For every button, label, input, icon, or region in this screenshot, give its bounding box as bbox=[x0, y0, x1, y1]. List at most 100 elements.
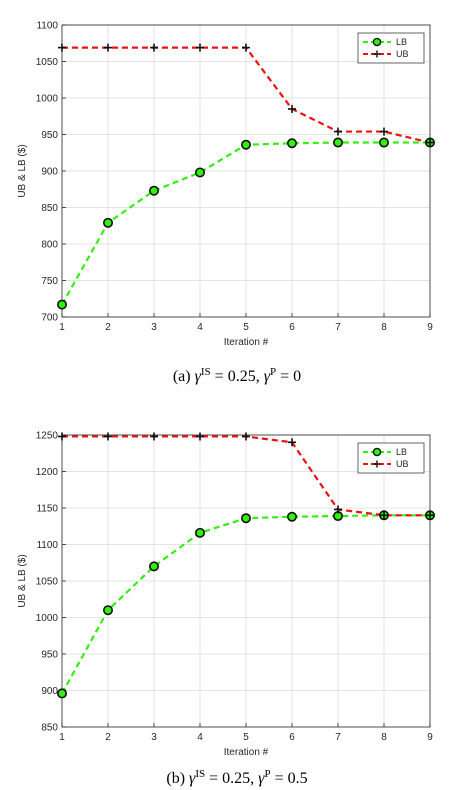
legend-label-lb: LB bbox=[396, 37, 407, 47]
caption-gamma-2: γ bbox=[264, 368, 271, 385]
caption-middle: = 0.25, bbox=[211, 368, 264, 385]
y-tick-label: 850 bbox=[41, 203, 58, 214]
caption-suffix: = 0.5 bbox=[271, 770, 308, 787]
x-tick-label: 3 bbox=[151, 322, 157, 333]
y-tick-label: 750 bbox=[41, 276, 58, 287]
legend-marker-lb bbox=[372, 447, 382, 457]
y-tick-label: 900 bbox=[41, 167, 58, 178]
y-tick-label: 1050 bbox=[36, 577, 59, 588]
data-point-lb bbox=[195, 527, 206, 538]
data-point-lb bbox=[241, 139, 252, 150]
data-point-ub bbox=[426, 511, 434, 520]
data-point-ub bbox=[380, 127, 388, 136]
data-point-ub bbox=[288, 438, 296, 447]
caption-superscript-p: P bbox=[264, 768, 270, 780]
y-tick-label: 850 bbox=[41, 723, 58, 734]
y-tick-label: 1000 bbox=[36, 94, 59, 105]
chart-panel-a: 700 750 800 850 900 950 1000 1050 1100 1 2 3 4 5 6 7 8 9 I… bbox=[17, 21, 435, 385]
caption-superscript-is: IS bbox=[201, 366, 211, 378]
data-point-lb bbox=[103, 217, 114, 228]
data-point-ub bbox=[58, 43, 66, 52]
y-axis-label: UB & LB ($) bbox=[17, 144, 28, 197]
data-point-ub bbox=[426, 138, 434, 147]
caption-gamma-2: γ bbox=[258, 770, 265, 787]
data-point-ub bbox=[104, 432, 112, 441]
legend-label-ub: UB bbox=[396, 49, 409, 59]
data-point-lb bbox=[149, 185, 160, 196]
y-tick-label: 1100 bbox=[36, 21, 58, 32]
y-tick-label: 900 bbox=[41, 686, 58, 697]
y-tick-label: 800 bbox=[41, 240, 58, 251]
data-point-ub bbox=[150, 432, 158, 441]
y-tick-label: 1150 bbox=[36, 504, 58, 515]
data-point-ub bbox=[58, 432, 66, 441]
data-point-lb bbox=[286, 511, 297, 522]
caption-middle: = 0.25, bbox=[205, 770, 258, 787]
data-point-ub bbox=[242, 43, 250, 52]
legend-box bbox=[357, 32, 425, 64]
caption-gamma-1: γ bbox=[195, 368, 202, 385]
x-tick-label: 2 bbox=[105, 732, 111, 743]
data-point-ub bbox=[334, 127, 342, 136]
data-point-ub bbox=[104, 43, 112, 52]
caption-prefix: (b) bbox=[166, 770, 189, 787]
x-tick-label: 7 bbox=[335, 322, 341, 333]
x-tick-label: 9 bbox=[427, 322, 433, 333]
x-tick-label: 6 bbox=[289, 732, 295, 743]
data-point-lb bbox=[241, 513, 252, 524]
figure-caption: (a) γIS = 0.25, γP = 0 bbox=[173, 366, 301, 385]
data-point-lb bbox=[195, 167, 206, 178]
x-axis-label: Iteration # bbox=[224, 747, 269, 758]
y-tick-label: 1200 bbox=[36, 467, 59, 478]
x-tick-label: 4 bbox=[197, 322, 203, 333]
data-point-ub bbox=[196, 432, 204, 441]
data-point-lb bbox=[332, 137, 343, 148]
y-tick-label: 700 bbox=[41, 313, 58, 324]
legend-label-ub: UB bbox=[396, 459, 409, 469]
data-point-ub bbox=[334, 505, 342, 514]
y-axis-label: UB & LB ($) bbox=[17, 554, 28, 607]
y-tick-label: 1000 bbox=[36, 613, 59, 624]
caption-superscript-p: P bbox=[270, 366, 276, 378]
x-tick-label: 5 bbox=[243, 322, 249, 333]
caption-gamma-1: γ bbox=[189, 770, 196, 787]
y-tick-label: 1050 bbox=[36, 57, 59, 68]
chart-panel-b: 850 900 950 1000 1050 1100 1150 1200 1250 1 2 3 4 5 6 7… bbox=[17, 431, 435, 787]
x-tick-label: 2 bbox=[105, 322, 111, 333]
x-tick-label: 1 bbox=[59, 322, 65, 333]
x-tick-label: 1 bbox=[59, 732, 65, 743]
data-point-ub bbox=[196, 43, 204, 52]
legend-marker-lb bbox=[372, 37, 382, 47]
x-tick-label: 4 bbox=[197, 732, 203, 743]
data-point-lb bbox=[56, 688, 67, 699]
y-tick-label: 950 bbox=[41, 130, 58, 141]
x-tick-label: 6 bbox=[289, 322, 295, 333]
legend-label-lb: LB bbox=[396, 447, 407, 457]
x-tick-label: 3 bbox=[151, 732, 157, 743]
y-tick-label: 1250 bbox=[36, 431, 59, 442]
data-point-lb bbox=[56, 299, 67, 310]
x-tick-label: 9 bbox=[427, 732, 433, 743]
x-axis-label: Iteration # bbox=[224, 337, 269, 348]
data-point-lb bbox=[149, 561, 160, 572]
caption-prefix: (a) bbox=[173, 368, 195, 385]
caption-suffix: = 0 bbox=[276, 368, 301, 385]
data-point-ub bbox=[288, 104, 296, 113]
x-tick-label: 8 bbox=[381, 322, 387, 333]
legend-box bbox=[357, 442, 425, 474]
data-point-ub bbox=[150, 43, 158, 52]
x-tick-label: 8 bbox=[381, 732, 387, 743]
figure-caption: (b) γIS = 0.25, γP = 0.5 bbox=[166, 768, 307, 787]
data-point-ub bbox=[242, 432, 250, 441]
legend: LB UB bbox=[357, 442, 425, 474]
legend: LB UB bbox=[357, 32, 425, 64]
data-point-lb bbox=[103, 605, 114, 616]
x-tick-label: 7 bbox=[335, 732, 341, 743]
y-tick-label: 950 bbox=[41, 650, 58, 661]
x-tick-label: 5 bbox=[243, 732, 249, 743]
data-point-lb bbox=[378, 137, 389, 148]
data-point-lb bbox=[286, 138, 297, 149]
y-tick-label: 1100 bbox=[36, 540, 58, 551]
caption-superscript-is: IS bbox=[195, 768, 205, 780]
